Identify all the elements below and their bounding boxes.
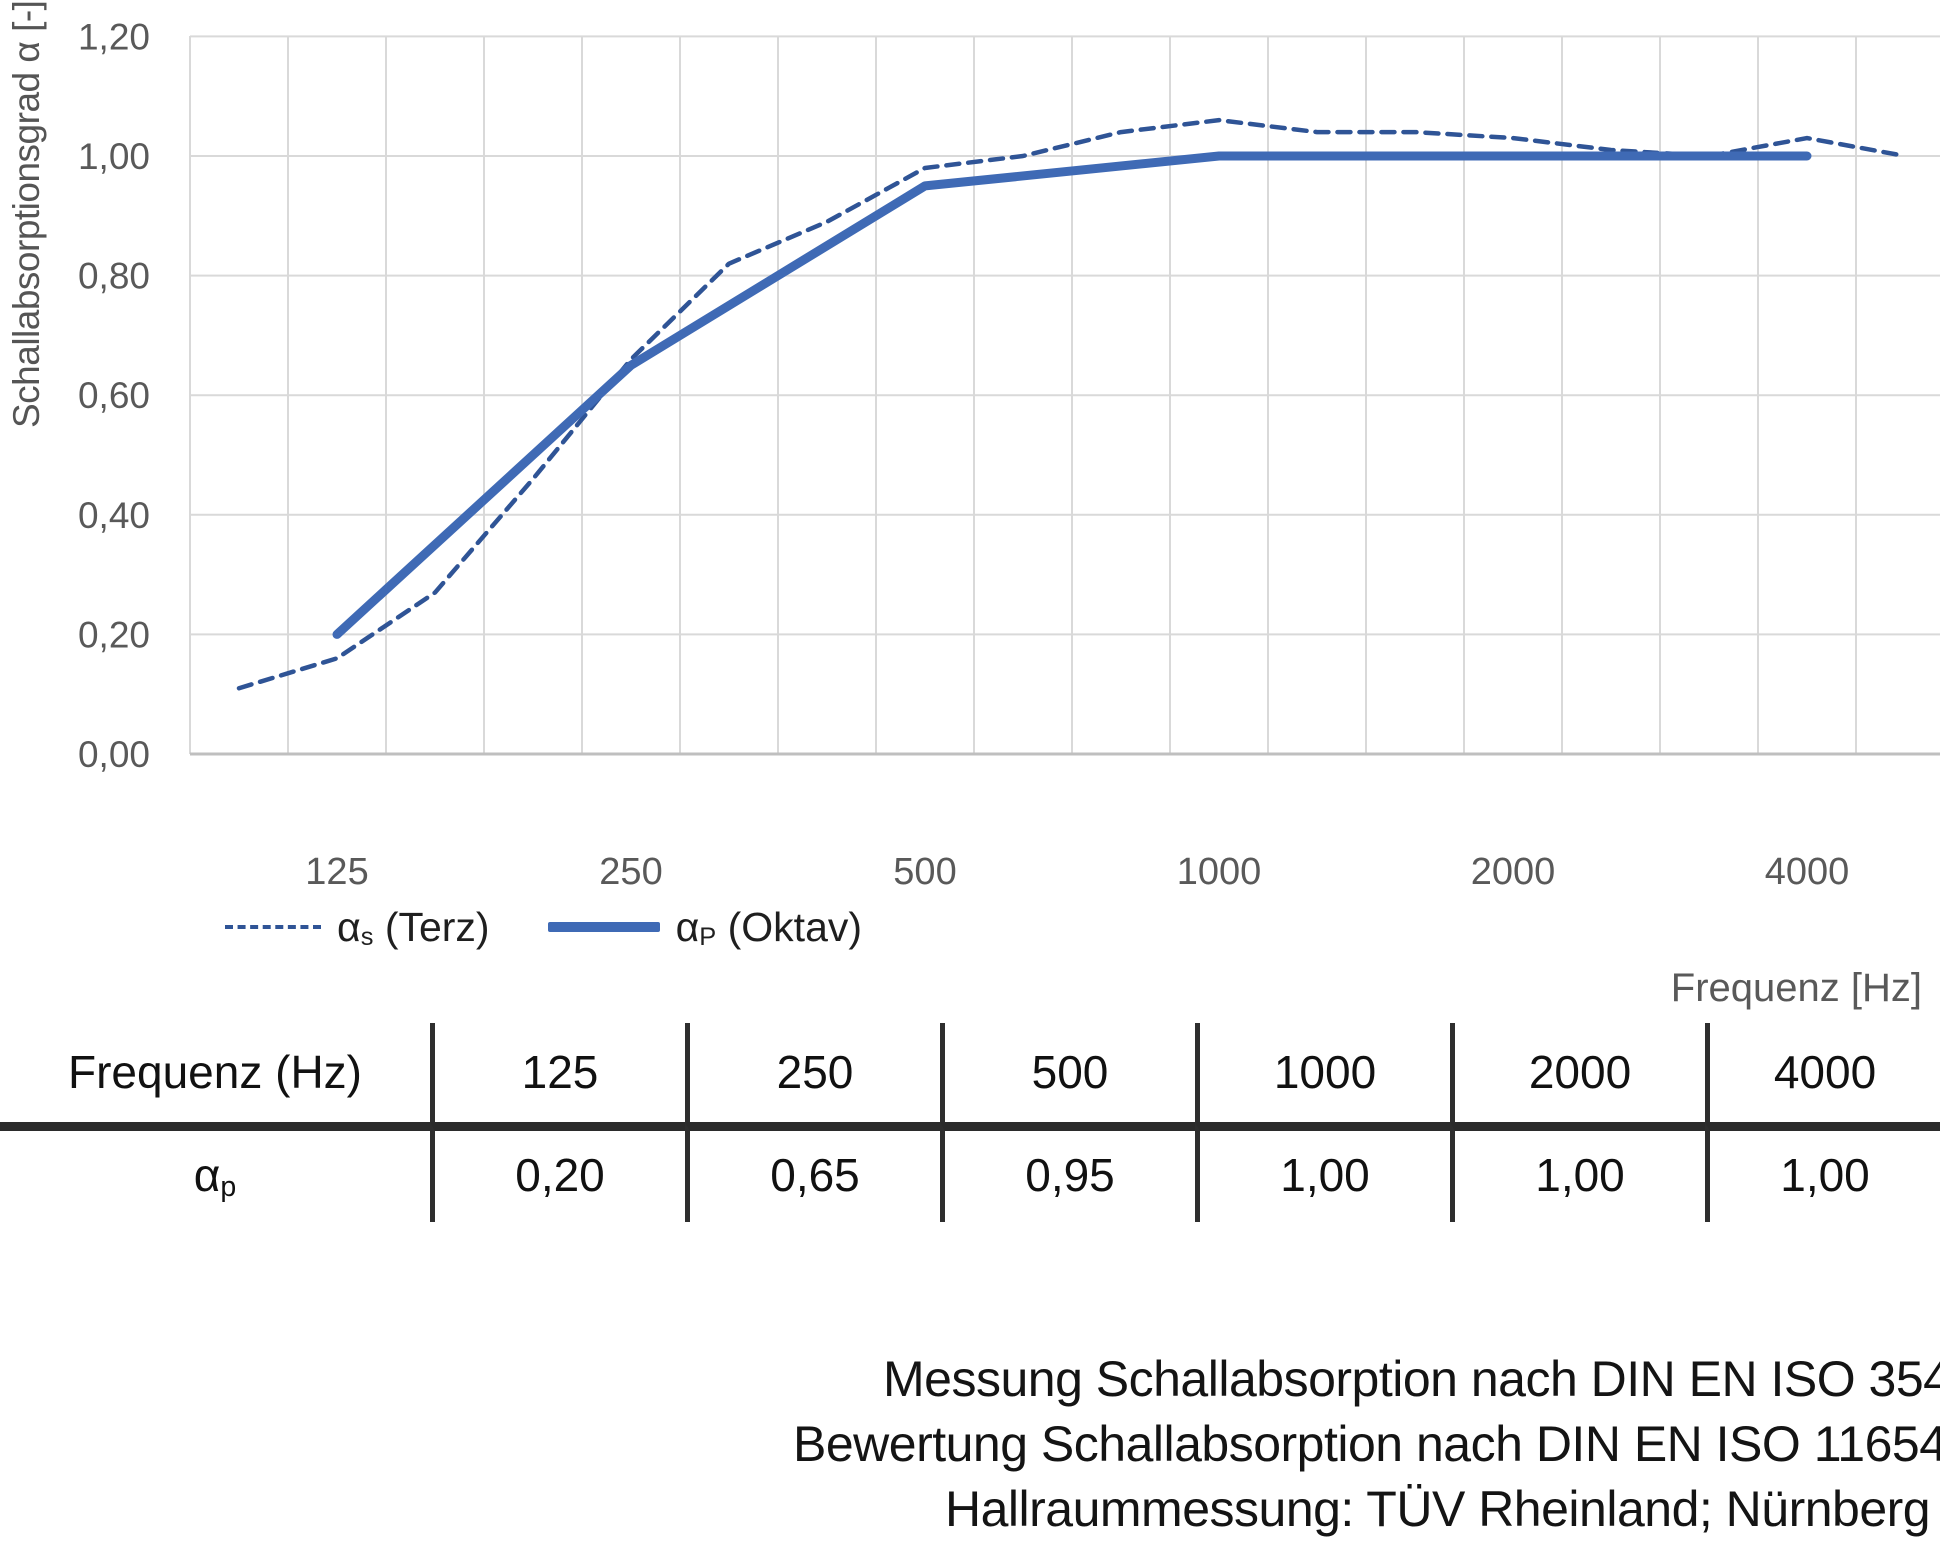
absorption-chart: 0,00 0,20 0,40 0,60 0,80 1,00 1,20 125 250 500 100… — [78, 16, 1940, 893]
x-tick-label: 4000 — [1765, 851, 1850, 893]
table-header-frequency: Frequenz (Hz) — [68, 1046, 362, 1098]
table-value-1000: 1,00 — [1195, 1122, 1450, 1222]
table-value-2000: 1,00 — [1450, 1122, 1705, 1222]
y-tick-label: 1,20 — [78, 16, 150, 57]
table-header-2000: 2000 — [1450, 1023, 1705, 1122]
table-value-500: 0,95 — [940, 1122, 1195, 1222]
footer-line-bewertung: Bewertung Schallabsorption nach DIN EN I… — [793, 1416, 1940, 1472]
oktav-series-line — [332, 151, 1812, 639]
table-header-125: 125 — [430, 1023, 685, 1122]
legend-item-terz: αs (Terz) — [225, 904, 490, 951]
y-tick-label: 0,80 — [78, 256, 150, 297]
y-tick-label: 0,20 — [78, 614, 150, 655]
x-axis-title: Frequenz [Hz] — [1670, 966, 1922, 1010]
dashed-line-sample — [225, 925, 321, 929]
table-header-1000: 1000 — [1195, 1023, 1450, 1122]
footer-line-hallraum: Hallraummessung: TÜV Rheinland; Nürnberg — [945, 1481, 1931, 1537]
y-tick-label: 1,00 — [78, 136, 150, 177]
legend-label-terz: αs (Terz) — [337, 903, 490, 952]
x-tick-label: 2000 — [1471, 851, 1556, 893]
legend-item-oktav: αP (Oktav) — [547, 903, 863, 952]
table-value-250: 0,65 — [685, 1122, 940, 1222]
x-tick-label: 500 — [893, 851, 956, 893]
solid-line-sample — [547, 922, 660, 932]
y-tick-label: 0,60 — [78, 375, 150, 416]
table-value-4000: 1,00 — [1705, 1122, 1940, 1222]
x-tick-label: 125 — [305, 851, 368, 893]
alpha-p-table: Frequenz (Hz) 125 250 500 1000 2000 4000… — [0, 1023, 1940, 1222]
y-tick-label: 0,00 — [78, 734, 150, 775]
x-tick-label: 1000 — [1177, 851, 1262, 893]
legend-label-oktav: αP (Oktav) — [675, 903, 863, 952]
table-header-500: 500 — [940, 1023, 1195, 1122]
y-axis-title: Schallabsorptionsgrad α [-] — [6, 0, 47, 428]
table-value-125: 0,20 — [430, 1122, 685, 1222]
y-tick-label: 0,40 — [78, 495, 150, 536]
footer-line-messung: Messung Schallabsorption nach DIN EN ISO… — [883, 1351, 1940, 1407]
table-header-4000: 4000 — [1705, 1023, 1940, 1122]
x-tick-label: 250 — [599, 851, 662, 893]
table-header-250: 250 — [685, 1023, 940, 1122]
terz-series-line — [236, 117, 1908, 691]
table-row-label-alpha-p: αp — [0, 1122, 430, 1222]
chart-legend: αs (Terz) αP (Oktav) — [225, 896, 862, 958]
